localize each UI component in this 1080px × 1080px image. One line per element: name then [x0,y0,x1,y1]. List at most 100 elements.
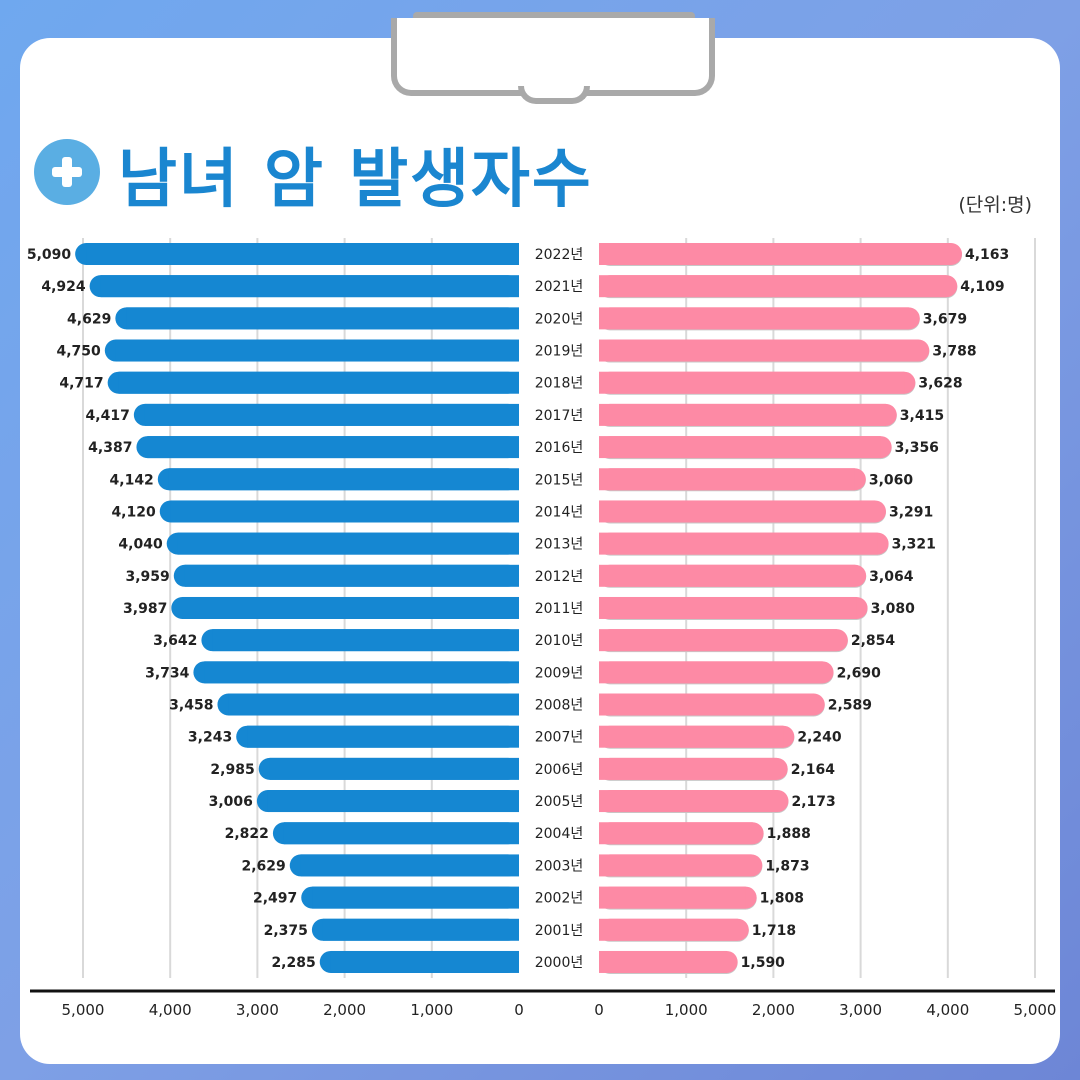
female-bar-fill [599,790,778,813]
female-value-label: 2,173 [791,794,835,810]
female-bar-fill [599,629,837,652]
unit-label: (단위:명) [958,194,1032,216]
male-bar-fill [147,436,519,459]
left-tick-label: 1,000 [410,1001,453,1019]
male-value-label: 2,985 [210,762,254,778]
right-tick-label: 1,000 [665,1001,708,1019]
female-value-label: 3,356 [895,440,939,456]
female-bar-fill [599,725,784,748]
male-bar-fill [322,918,519,941]
male-bar-fill [267,790,519,813]
male-value-label: 2,822 [225,826,269,842]
female-value-label: 2,854 [851,633,896,649]
female-bar-fill [599,436,881,459]
male-bar-fill [100,275,519,298]
page-title: 남녀 암 발생자수 [118,143,593,217]
female-value-label: 3,080 [871,601,916,617]
year-label: 2016년 [535,440,584,456]
male-bar-fill [184,564,519,587]
male-bar-fill [300,854,519,877]
right-tick-label: 5,000 [1014,1001,1057,1019]
female-value-label: 4,109 [960,279,1004,295]
year-label: 2022년 [535,247,584,263]
year-label: 2014년 [535,504,584,520]
male-value-label: 4,387 [88,440,132,456]
male-bar-fill [126,307,519,330]
female-value-label: 1,888 [767,826,811,842]
male-value-label: 3,006 [209,794,253,810]
male-value-label: 2,497 [253,891,297,907]
female-value-label: 3,064 [869,569,914,585]
year-label: 2005년 [535,794,584,810]
male-bar-fill [115,339,520,362]
year-label: 2012년 [535,569,584,585]
female-bar-fill [599,950,727,973]
male-bar-fill [177,532,519,555]
year-label: 2001년 [535,923,584,939]
year-label: 2013년 [535,537,584,553]
female-bar-fill [599,693,814,716]
female-value-label: 2,690 [837,665,882,681]
year-label: 2008년 [535,698,584,714]
female-bar-fill [599,918,738,941]
female-value-label: 1,873 [765,858,809,874]
female-value-label: 2,164 [791,762,836,778]
year-label: 2018년 [535,376,584,392]
female-value-label: 3,628 [918,376,962,392]
left-tick-label: 5,000 [62,1001,105,1019]
male-bar-fill [144,403,520,426]
year-label: 2002년 [535,891,584,907]
right-tick-label: 2,000 [752,1001,795,1019]
male-value-label: 3,642 [153,633,197,649]
male-bar-fill [204,661,519,684]
left-tick-label: 4,000 [149,1001,192,1019]
year-label: 2021년 [535,279,584,295]
male-bar-fill [182,596,519,619]
male-bar-fill [312,886,519,909]
year-label: 2019년 [535,344,584,360]
male-value-label: 4,629 [67,311,111,327]
male-value-label: 2,629 [241,858,285,874]
male-value-label: 4,142 [110,472,154,488]
left-tick-label: 0 [514,1001,524,1019]
male-value-label: 4,717 [59,376,103,392]
female-bar-fill [599,307,909,330]
year-label: 2003년 [535,858,584,874]
male-bar-fill [330,950,519,973]
year-label: 2009년 [535,665,584,681]
year-label: 2017년 [535,408,584,424]
male-bar-fill [170,500,519,523]
female-bar-fill [599,854,752,877]
male-bar-fill [228,693,519,716]
female-value-label: 3,321 [892,537,936,553]
female-value-label: 1,808 [760,891,804,907]
male-bar-fill [269,757,519,780]
year-label: 2007년 [535,730,584,746]
female-value-label: 3,415 [900,408,944,424]
female-bar-fill [599,886,746,909]
female-bar-fill [599,564,856,587]
female-bar-fill [599,275,947,298]
female-bar-fill [599,596,857,619]
female-bar-fill [599,500,875,523]
male-bar-fill [118,371,519,394]
left-tick-label: 2,000 [323,1001,366,1019]
male-value-label: 4,040 [118,537,163,553]
male-value-label: 3,458 [169,698,213,714]
female-value-label: 4,163 [965,247,1009,263]
female-bar-fill [599,532,878,555]
medical-plus-icon [34,139,100,205]
year-label: 2006년 [535,762,584,778]
right-tick-label: 0 [594,1001,604,1019]
male-value-label: 3,987 [123,601,167,617]
female-value-label: 3,679 [923,311,967,327]
female-bar-fill [599,339,919,362]
female-value-label: 3,788 [932,344,976,360]
clipboard-tab [518,86,590,104]
male-bar-fill [283,822,519,845]
male-bar-fill [212,629,519,652]
female-value-label: 2,589 [828,698,872,714]
right-tick-label: 4,000 [926,1001,969,1019]
male-value-label: 3,734 [145,665,190,681]
